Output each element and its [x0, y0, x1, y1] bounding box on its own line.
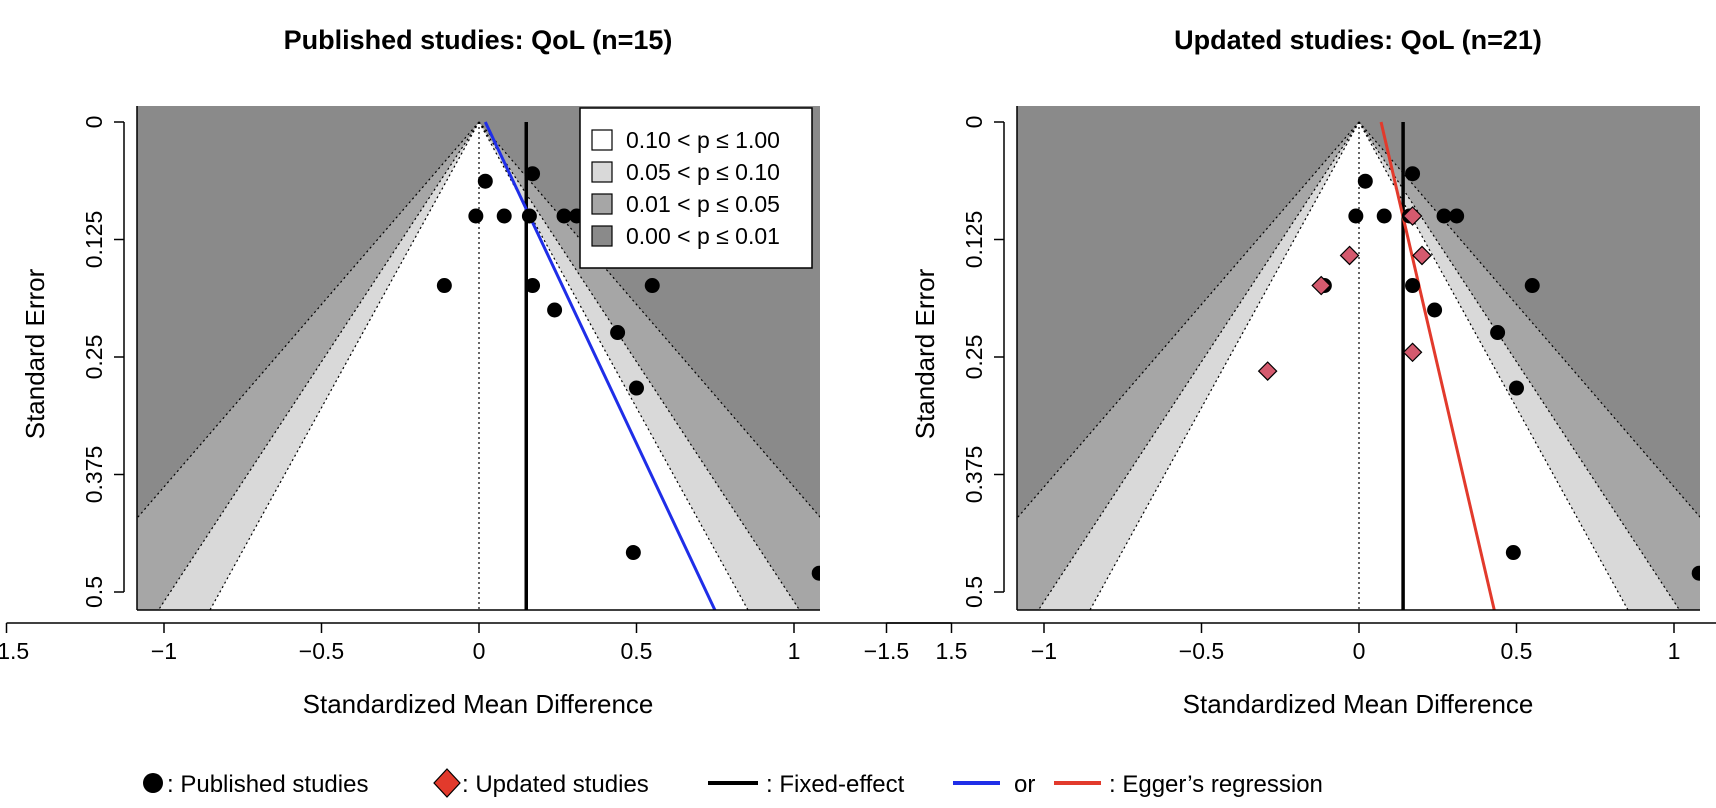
published-study-point	[477, 173, 493, 189]
published-study-point	[1405, 166, 1421, 182]
x-tick-label: −0.5	[1179, 638, 1224, 664]
panel-title: Updated studies: QoL (n=21)	[1174, 25, 1542, 55]
y-tick-label: 0.5	[961, 576, 987, 608]
contour-band-010-100	[1089, 122, 1629, 610]
published-study-point	[1524, 278, 1540, 294]
x-tick-label: 0	[1353, 638, 1366, 664]
published-study-point	[521, 208, 537, 224]
published-study-point	[610, 325, 626, 341]
x-tick-label: 0.5	[1501, 638, 1533, 664]
contour-band-010-100	[209, 122, 749, 610]
published-study-point	[436, 278, 452, 294]
legend-swatch-p001	[591, 193, 613, 215]
legend-box	[579, 107, 813, 269]
panel-published: Published studies: QoL (n=15) 0 0.125 0.25…	[0, 25, 967, 719]
updated-study-point	[1311, 275, 1332, 296]
updated-study-point	[1412, 245, 1432, 266]
y-axis-label: Standard Error	[20, 268, 50, 439]
x-tick-label: −1.5	[864, 638, 909, 664]
published-study-point	[1691, 565, 1700, 581]
legend-published-label: : Published studies	[167, 771, 368, 798]
y-tick-label: 0.375	[961, 446, 987, 504]
published-study-point	[547, 302, 563, 318]
x-tick-label: −1.5	[0, 638, 29, 664]
plot-area: 0 0.125 0.25 0.375 0.5 −1.5 −1 −0.5 0 0.5 1 1.5	[864, 106, 1716, 664]
y-tick-label: 0.125	[961, 211, 987, 269]
legend-label-p005: 0.05 < p ≤ 0.10	[626, 159, 780, 185]
published-study-point	[1405, 278, 1421, 294]
updated-study-point	[1257, 361, 1278, 381]
y-tick-label: 0	[81, 116, 107, 129]
y-tick-label: 0.25	[961, 335, 987, 380]
contour-edge-line	[1037, 121, 1360, 610]
published-study-point	[525, 166, 541, 182]
x-tick-label: −0.5	[299, 638, 344, 664]
plot-content	[1017, 106, 1700, 610]
x-tick-label: 0.5	[621, 638, 653, 664]
y-tick-label: 0.25	[81, 335, 107, 380]
panel-title: Published studies: QoL (n=15)	[284, 25, 673, 55]
legend-fixed-label: : Fixed-effect	[766, 771, 905, 798]
y-tick-label: 0.375	[81, 446, 107, 504]
legend-updated-label: : Updated studies	[462, 771, 649, 798]
x-tick-label: −1	[151, 638, 177, 664]
plot-area: 0 0.125 0.25 0.375 0.5 −1.5 −1 −0.5 0 0.5 1 1.5	[0, 106, 967, 664]
legend-label-p000: 0.00 < p ≤ 0.01	[626, 223, 780, 249]
updated-study-point	[1402, 342, 1423, 363]
published-study-point	[1509, 380, 1524, 396]
x-tick-label: −1	[1031, 638, 1057, 664]
contour-edge-line	[478, 121, 801, 610]
published-study-point	[644, 278, 660, 294]
y-tick-label: 0.125	[81, 211, 107, 269]
updated-study-point	[1339, 245, 1360, 266]
updated-study-point	[1402, 206, 1423, 226]
published-study-point	[629, 380, 644, 396]
x-axis-label: Standardized Mean Difference	[303, 689, 654, 719]
x-tick-label: 1	[1668, 638, 1681, 664]
published-study-point	[1449, 208, 1465, 224]
legend-published-marker	[143, 773, 163, 793]
panel-updated: Updated studies: QoL (n=21) 0 0.125 0.25 0.…	[864, 25, 1716, 719]
published-study-point	[811, 565, 820, 581]
y-tick-label: 0.5	[81, 576, 107, 608]
published-study-point	[1436, 208, 1452, 224]
contour-edge-line	[157, 121, 480, 610]
published-study-point	[625, 545, 641, 561]
x-tick-label: 0	[473, 638, 486, 664]
published-study-point	[1427, 302, 1443, 318]
y-axis-label: Standard Error	[910, 268, 940, 439]
egger-regression-line	[483, 121, 717, 610]
published-study-point	[1490, 325, 1506, 341]
legend-egger-label: : Egger’s regression	[1109, 771, 1323, 798]
legend-swatch-p010	[591, 129, 613, 151]
published-study-point	[496, 208, 512, 224]
contour-legend: 0.10 < p ≤ 1.00 0.05 < p ≤ 0.10 0.01 < p…	[579, 107, 813, 269]
legend-label-p001: 0.01 < p ≤ 0.05	[626, 191, 780, 217]
contour-edge-line	[1358, 121, 1681, 610]
published-study-point	[1505, 545, 1521, 561]
published-study-point	[1348, 208, 1364, 224]
published-study-point	[556, 208, 572, 224]
x-tick-label: 1.5	[936, 638, 968, 664]
x-tick-label: 1	[788, 638, 801, 664]
legend-swatch-p000	[591, 225, 613, 247]
published-study-point	[1357, 173, 1373, 189]
published-study-point	[468, 208, 484, 224]
legend-updated-marker	[433, 768, 461, 798]
legend-or-label: or	[1014, 771, 1035, 798]
egger-regression-line	[1379, 121, 1496, 610]
y-tick-label: 0	[961, 116, 987, 129]
legend-swatch-p005	[591, 161, 613, 183]
bottom-legend: : Published studies : Updated studies : …	[143, 768, 1323, 798]
legend-label-p010: 0.10 < p ≤ 1.00	[626, 127, 780, 153]
published-study-point	[1376, 208, 1392, 224]
published-study-point	[525, 278, 541, 294]
x-axis-label: Standardized Mean Difference	[1183, 689, 1534, 719]
